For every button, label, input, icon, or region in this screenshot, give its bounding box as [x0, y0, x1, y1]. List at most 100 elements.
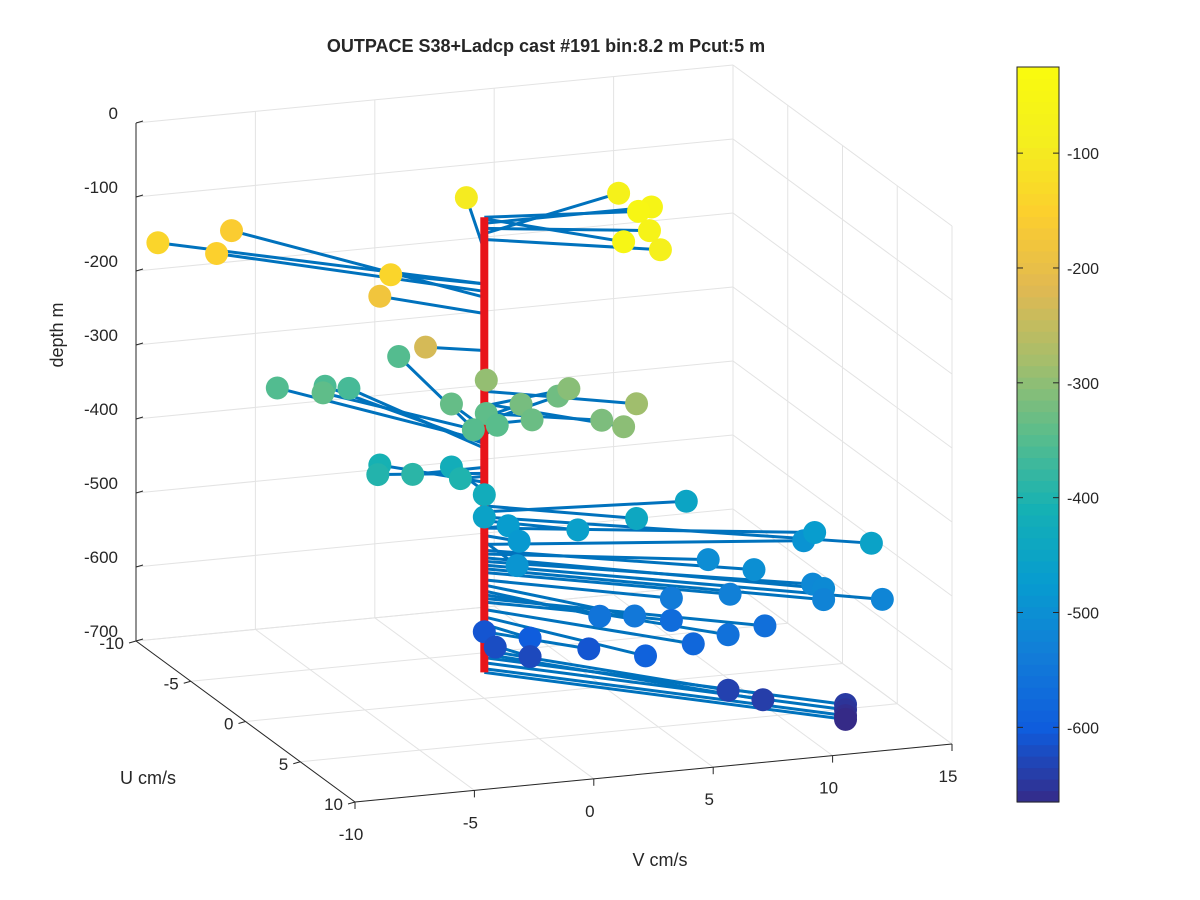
data-point	[753, 614, 777, 638]
colorbar-band	[1017, 790, 1059, 803]
colorbar-band	[1017, 629, 1059, 642]
colorbar-band	[1017, 216, 1059, 229]
depth-tick-label: -300	[84, 326, 118, 345]
data-point	[637, 219, 661, 243]
colorbar-band	[1017, 503, 1059, 516]
colorbar-band	[1017, 411, 1059, 424]
depth-tick-label: -500	[84, 474, 118, 493]
colorbar-band	[1017, 468, 1059, 482]
colorbar-band	[1017, 767, 1059, 780]
colorbar-band	[1017, 124, 1059, 137]
colorbar-band	[1017, 78, 1059, 91]
data-stem	[379, 294, 485, 315]
data-point	[454, 186, 478, 210]
colorbar-band	[1017, 549, 1059, 562]
colorbar-tick-label: -200	[1067, 261, 1099, 278]
colorbar-gradient	[1017, 67, 1059, 803]
depth-tick-mark	[135, 490, 144, 494]
colorbar-band	[1017, 365, 1059, 378]
u-tick-mark	[347, 801, 356, 805]
colorbar-band	[1017, 273, 1059, 286]
grid-line-side-z	[732, 360, 953, 523]
colorbar-band	[1017, 250, 1059, 263]
colorbar-band	[1017, 423, 1059, 436]
data-point	[337, 376, 361, 400]
u-tick-mark	[293, 761, 301, 765]
data-stem	[484, 571, 731, 596]
colorbar-band	[1017, 400, 1059, 413]
colorbar-band	[1017, 675, 1059, 688]
colorbar-band	[1017, 204, 1059, 217]
grid-line-floor-v	[374, 617, 595, 780]
colorbar-band	[1017, 537, 1059, 550]
u-tick-label: -10	[99, 634, 124, 653]
colorbar-tick-label: -400	[1067, 491, 1099, 508]
data-point	[696, 548, 720, 572]
grid-line-back-z	[135, 286, 734, 346]
colorbar-band	[1017, 308, 1059, 321]
colorbar-band	[1017, 112, 1059, 126]
v-tick-label: -10	[339, 825, 364, 844]
depth-tick-label: -700	[84, 622, 118, 641]
data-point	[751, 688, 775, 712]
colorbar-band	[1017, 744, 1059, 757]
colorbar-band	[1017, 664, 1059, 677]
u-axis-label: U cm/s	[120, 768, 176, 788]
colorbar-band	[1017, 342, 1059, 355]
data-stem	[484, 608, 694, 646]
colorbar-band	[1017, 135, 1059, 148]
v-tick-label: -5	[463, 813, 478, 832]
data-stem	[348, 387, 485, 450]
data-stem	[484, 205, 652, 225]
u-tick-label: 10	[324, 795, 343, 814]
colorbar-band	[1017, 606, 1059, 619]
colorbar-band	[1017, 285, 1059, 298]
data-point	[414, 335, 438, 359]
data-point	[674, 489, 698, 513]
u-tick-label: -5	[164, 674, 179, 693]
colorbar-band	[1017, 733, 1059, 746]
depth-tick-mark	[135, 564, 144, 568]
colorbar-band	[1017, 641, 1059, 654]
data-point	[681, 632, 705, 656]
colorbar-band	[1017, 756, 1059, 769]
depth-tick-label: -100	[84, 178, 118, 197]
depth-tick-label: -600	[84, 548, 118, 567]
data-stem	[484, 656, 846, 707]
colorbar-band	[1017, 388, 1059, 401]
u-tick-mark	[238, 721, 246, 724]
data-point	[448, 467, 472, 491]
grid-line-back-z	[135, 64, 734, 124]
data-point	[612, 230, 636, 254]
colorbar-tick-label: -100	[1067, 146, 1099, 163]
v-tick-label: 10	[819, 779, 838, 798]
colorbar-tick-label: -300	[1067, 376, 1099, 393]
depth-tick-mark	[135, 638, 144, 642]
data-stem	[484, 667, 846, 718]
data-point	[566, 518, 590, 542]
colorbar-band	[1017, 434, 1059, 447]
colorbar-band	[1017, 193, 1059, 206]
v-tick-label: 0	[585, 802, 594, 821]
colorbar-band	[1017, 721, 1059, 734]
colorbar-frame	[1016, 66, 1060, 803]
colorbar-band	[1017, 560, 1059, 573]
colorbar-band	[1017, 239, 1059, 252]
grid-line-side-z	[732, 212, 953, 375]
data-stem	[484, 567, 824, 602]
data-stem	[483, 615, 646, 658]
data-stem	[484, 504, 637, 520]
colorbar-band	[1017, 526, 1059, 539]
grid-line-floor-v	[732, 582, 953, 745]
colorbar-tick-label: -600	[1067, 720, 1099, 737]
colorbar-band	[1017, 687, 1059, 700]
v-axis-label: V cm/s	[632, 850, 687, 870]
data-point	[659, 586, 683, 610]
data-point	[718, 582, 742, 606]
colorbar-band	[1017, 147, 1059, 160]
data-stem	[484, 539, 804, 546]
data-point	[623, 604, 647, 628]
data-point	[607, 181, 631, 205]
u-tick-mark	[183, 680, 191, 684]
